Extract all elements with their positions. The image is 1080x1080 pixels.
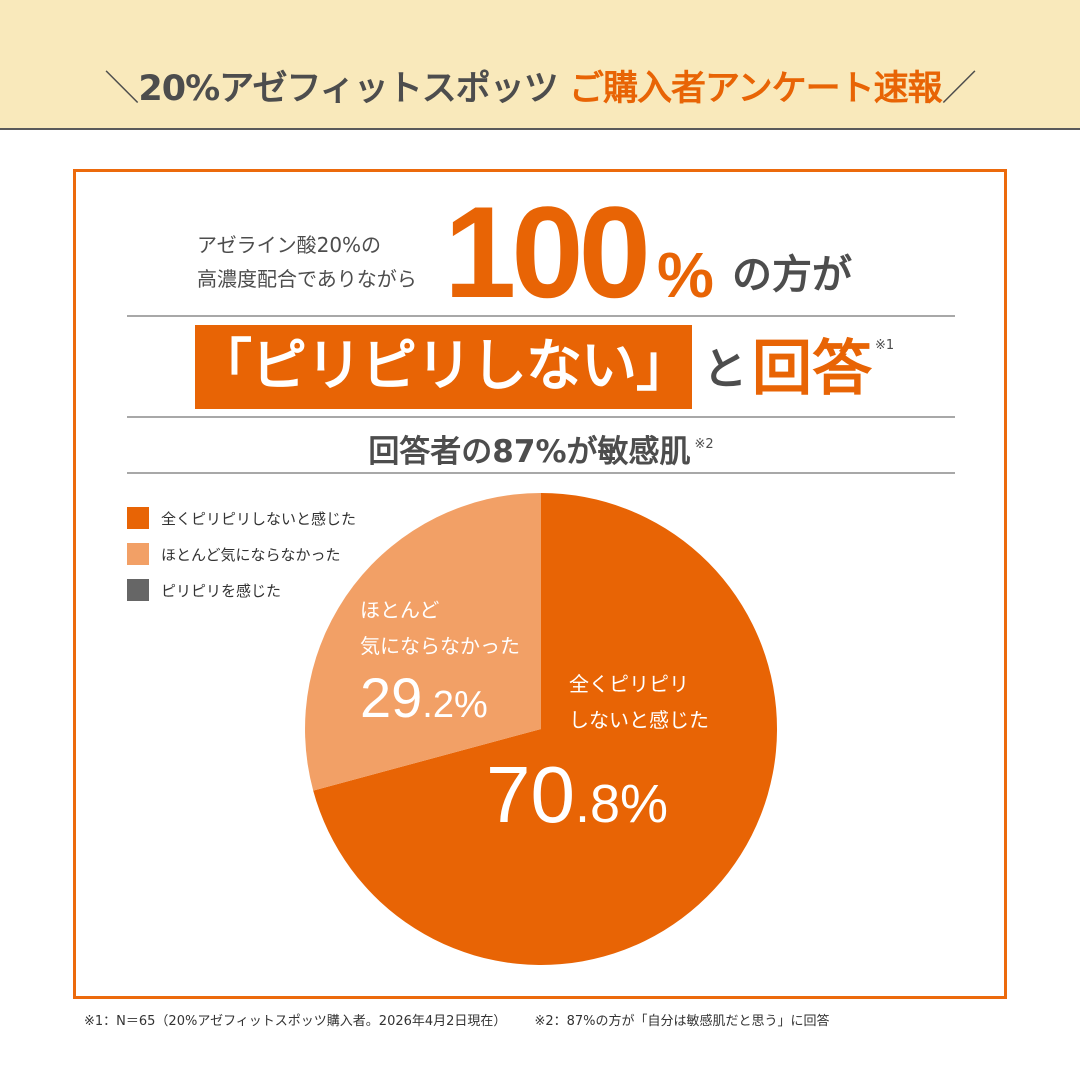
headline-lead: アゼライン酸20%の 高濃度配合でありながら [197,228,457,296]
sub-headline: 回答者の87%が敏感肌 ※2 [127,420,955,477]
legend-item: ほとんど気にならなかった [127,536,356,572]
slice-b-value: 29.2% [360,668,520,735]
headline-connector: と [703,344,747,395]
slice-a-label: 全くピリピリ しないと感じた [569,666,709,738]
divider-2 [127,416,955,418]
highlight-box: 「ピリピリしない」 [195,325,692,409]
slice-b-value-int: 29 [360,666,423,729]
divider-3 [127,472,955,474]
slice-b-value-dec: .2% [422,684,488,726]
legend-label: ピリピリを感じた [161,581,282,600]
headline-lead-line1: アゼライン酸20%の [197,233,382,257]
legend-swatch-gray [127,579,149,601]
slice-a-value-dec: .8% [574,774,669,834]
sub-headline-text: 回答者の87%が敏感肌 [368,434,691,470]
slash-left-decoration: ＼ [104,69,139,109]
legend-label: 全くピリピリしないと感じた [161,509,357,528]
headline-suffix: の方が [732,252,852,298]
legend-label: ほとんど気にならなかった [161,545,341,564]
legend-swatch-light-orange [127,543,149,565]
headline-answer: 回答 [752,334,872,404]
slice-a-value: 70.8% [486,752,668,847]
divider-1 [127,315,955,317]
footnote-2: ※2：87%の方が「自分は敏感肌だと思う」に回答 [534,1014,830,1029]
slice-a-value-int: 70 [486,750,575,839]
header-title-survey: ご購入者アンケート速報 [568,69,943,109]
legend-item: ピリピリを感じた [127,572,356,608]
slice-b-label: ほとんど 気にならなかった 29.2% [360,592,520,735]
legend-item: 全くピリピリしないと感じた [127,500,356,536]
headline-lead-line2: 高濃度配合でありながら [197,267,417,291]
slash-right-decoration: ／ [941,69,977,109]
slice-b-line2: 気にならなかった [360,634,520,658]
footnotes: ※1：N＝65（20%アゼフィットスポッツ購入者。2026年4月2日現在） ※2：… [84,1010,830,1029]
slice-a-line1: 全くピリピリ [569,672,689,696]
legend-swatch-orange [127,507,149,529]
legend: 全くピリピリしないと感じた ほとんど気にならなかった ピリピリを感じた [127,500,356,608]
header-band: ＼20%アゼフィットスポッツ ご購入者アンケート速報／ [0,0,1080,130]
slice-b-line1: ほとんど [360,598,440,622]
note-mark-1: ※1 [875,338,895,353]
footnote-1: ※1：N＝65（20%アゼフィットスポッツ購入者。2026年4月2日現在） [84,1014,507,1029]
slice-a-line2: しないと感じた [569,708,709,732]
headline-big-percent: % [657,239,714,311]
header-title-product: 20%アゼフィットスポッツ [138,69,558,109]
header-title: ＼20%アゼフィットスポッツ ご購入者アンケート速報／ [0,64,1080,114]
headline-big-number: 100 [444,179,651,325]
note-mark-2: ※2 [694,437,714,452]
